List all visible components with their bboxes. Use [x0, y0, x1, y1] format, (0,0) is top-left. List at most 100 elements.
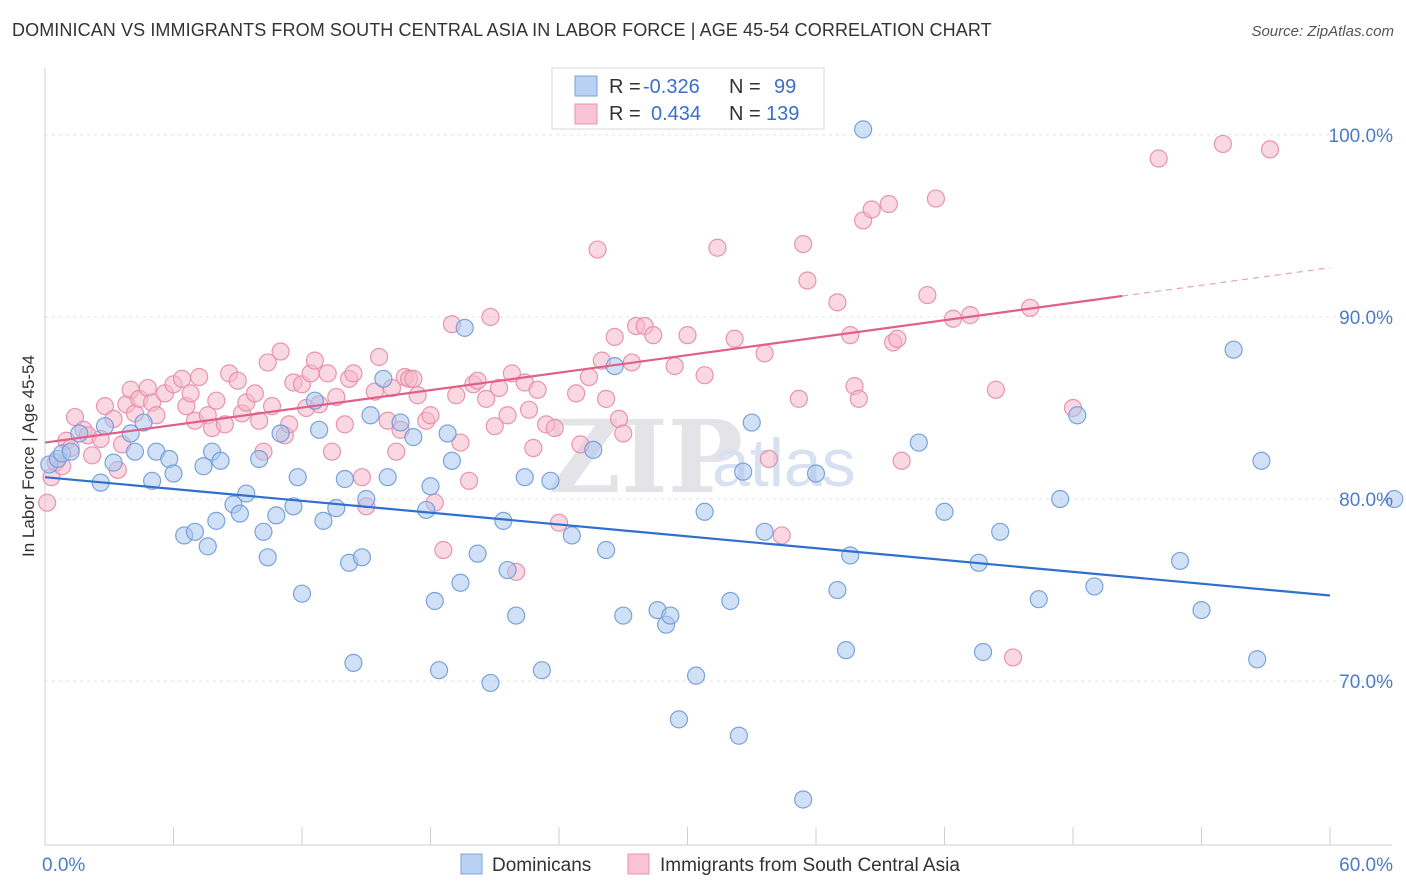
series-legend: Dominicans Immigrants from South Central…: [460, 853, 960, 876]
dominican-point: [686, 666, 706, 685]
dominican-point: [310, 420, 329, 439]
dominican-point: [1170, 551, 1190, 571]
dominican-point: [104, 453, 123, 472]
dominican-point: [250, 449, 269, 469]
immigrant-point: [986, 380, 1006, 399]
dominican-point: [254, 522, 273, 541]
immigrant-point: [481, 307, 500, 327]
dominican-point: [935, 502, 954, 521]
immigrant-point: [772, 526, 791, 545]
immigrants-trend-line: [44, 294, 1123, 444]
trend-lines: [44, 267, 1331, 597]
dominican-point: [207, 511, 226, 530]
y-tick-label-80: 80.0%: [1339, 490, 1393, 511]
immigrant-point: [190, 367, 209, 387]
immigrant-point: [322, 442, 342, 461]
immigrant-point: [862, 200, 881, 219]
dominican-point: [95, 417, 115, 436]
dominican-point: [498, 560, 517, 580]
y-tick-label-90: 90.0%: [1339, 308, 1393, 329]
legend-n-value-2: 139: [766, 103, 799, 125]
dominican-point: [794, 790, 813, 809]
immigrant-point: [245, 384, 264, 403]
immigrant-point: [451, 433, 470, 452]
dominican-point: [194, 457, 213, 476]
y-axis-label: In Labor Force | Age 45-54: [19, 355, 38, 557]
dominican-point: [455, 318, 474, 337]
dominican-point: [211, 451, 230, 470]
dominican-point: [507, 606, 526, 625]
dominican-point: [292, 584, 312, 603]
dominican-point: [669, 710, 689, 729]
immigrant-point: [892, 451, 911, 470]
dominicans-trend-line: [44, 476, 1331, 597]
dominican-point: [378, 468, 397, 487]
dominican-point: [374, 369, 393, 388]
immigrant-point: [926, 189, 946, 208]
y-tick-label-100: 100.0%: [1329, 126, 1394, 147]
immigrant-point: [1213, 134, 1233, 154]
immigrant-point: [215, 415, 234, 434]
dominican-point: [237, 484, 256, 503]
immigrant-point: [524, 438, 543, 458]
legend-n-label-2: N =: [729, 103, 766, 125]
legend-r-label-2: R =: [609, 103, 646, 125]
dominican-point: [421, 477, 440, 496]
watermark-atlas: atlas: [712, 425, 856, 501]
dominican-point: [836, 641, 856, 660]
immigrant-point: [365, 382, 384, 401]
dominican-point: [417, 500, 436, 520]
x-tick-label-max: 60.0%: [1339, 855, 1393, 876]
chart-title: DOMINICAN VS IMMIGRANTS FROM SOUTH CENTR…: [12, 20, 992, 40]
dominican-point: [142, 471, 162, 490]
immigrant-point: [759, 449, 778, 469]
immigrant-point: [545, 418, 564, 438]
immigrant-point: [344, 364, 363, 383]
grid-lines: [45, 134, 1392, 682]
legend-swatch-pink: [574, 103, 598, 125]
dominican-point: [481, 673, 500, 693]
dominican-point: [61, 442, 80, 461]
dominican-point: [314, 511, 333, 530]
immigrant-point: [387, 442, 406, 461]
dominican-point: [1252, 451, 1271, 470]
dominican-point: [198, 537, 217, 556]
dominican-point: [1224, 340, 1243, 359]
dominican-point: [532, 661, 551, 680]
dominican-point: [121, 424, 140, 443]
immigrant-point: [588, 240, 607, 259]
immigrant-point: [708, 238, 727, 257]
dominican-point: [134, 413, 153, 432]
immigrant-point: [258, 353, 277, 372]
dominican-point: [344, 653, 363, 673]
dominican-point: [614, 606, 633, 625]
immigrant-point: [614, 424, 633, 443]
immigrant-point: [605, 327, 624, 347]
immigrant-point: [83, 446, 102, 465]
immigrant-point: [841, 326, 860, 345]
immigrant-point: [789, 389, 808, 408]
immigrant-point: [421, 406, 440, 425]
dominican-point: [695, 502, 714, 521]
x-tick-label-min: 0.0%: [42, 855, 85, 876]
dominican-point: [734, 462, 753, 481]
dominican-point: [391, 413, 410, 432]
dominican-point: [742, 413, 761, 432]
immigrant-point: [38, 493, 57, 512]
legend-n-value-1: 99: [774, 76, 796, 98]
immigrant-point: [725, 329, 744, 348]
dominican-point: [404, 428, 423, 447]
dominican-point: [515, 468, 534, 487]
immigrants-trend-line-extension: [1122, 267, 1331, 297]
legend-swatch-blue: [574, 75, 598, 97]
dominican-point: [442, 451, 462, 470]
dominican-point: [468, 544, 487, 563]
immigrant-point: [447, 386, 466, 405]
immigrant-point: [798, 271, 817, 290]
immigrant-point: [1149, 149, 1168, 168]
dominican-point: [721, 591, 740, 611]
dominican-point: [327, 499, 346, 518]
dominican-point: [1029, 590, 1048, 609]
dominican-point: [164, 464, 183, 483]
